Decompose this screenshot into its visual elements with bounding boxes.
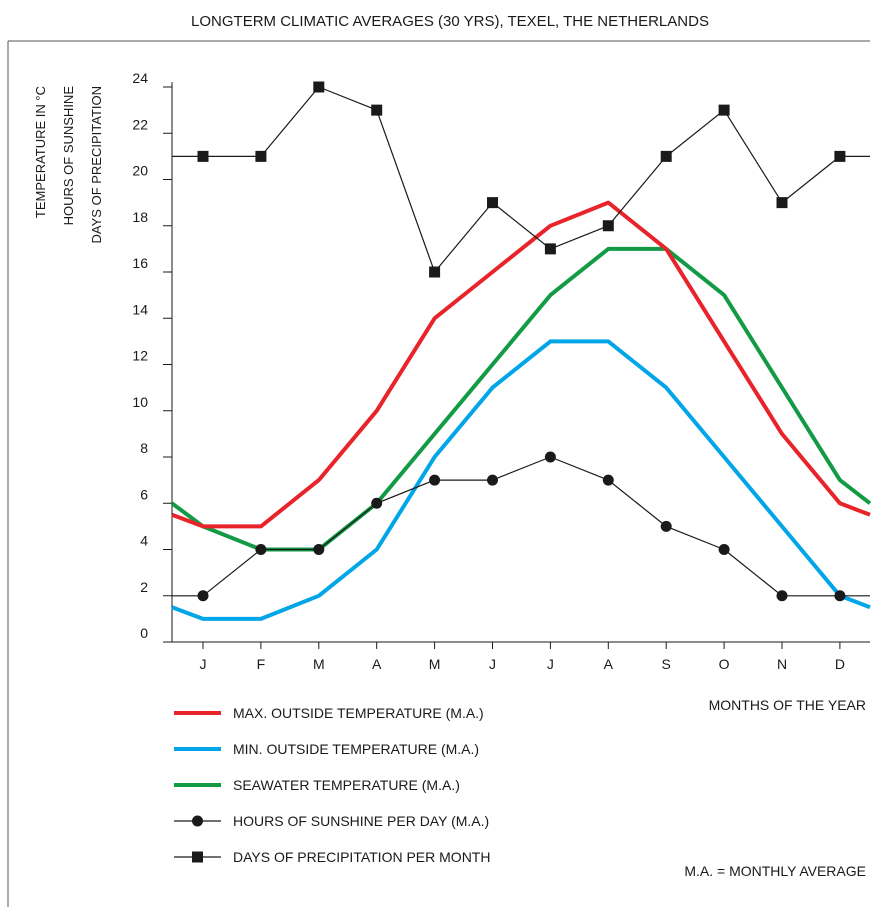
sunshine-point — [602, 474, 614, 486]
y-tick-label: 6 — [140, 486, 148, 502]
precipitation-point — [197, 150, 209, 162]
sunshine-point — [313, 544, 325, 555]
sunshine-point — [776, 590, 788, 602]
y-tick-label: 20 — [132, 163, 148, 179]
series-line-1 — [171, 339, 871, 621]
precipitation-point — [544, 243, 556, 255]
sunshine-point — [429, 474, 441, 486]
precipitation-point — [660, 150, 672, 162]
legend: MAX. OUTSIDE TEMPERATURE (M.A.) MIN. OUTS… — [174, 705, 490, 865]
precipitation-point — [718, 104, 730, 116]
sunshine-point — [197, 590, 209, 602]
y-axis-label-temperature: TEMPERATURE IN °C — [33, 86, 48, 218]
y-tick-label: 8 — [140, 440, 148, 456]
x-tick-label: A — [372, 656, 382, 672]
x-tick-label: J — [200, 656, 207, 672]
precipitation-point — [371, 104, 383, 116]
precipitation-point — [255, 150, 267, 162]
x-tick-label: D — [835, 656, 845, 672]
x-tick-label: J — [489, 656, 496, 672]
precipitation-point — [602, 220, 614, 232]
x-tick-label: M — [313, 656, 325, 672]
sunshine-point — [255, 544, 267, 555]
y-tick-label: 22 — [132, 116, 148, 132]
y-tick-label: 10 — [132, 394, 148, 410]
legend-label-2: SEAWATER TEMPERATURE (M.A.) — [233, 777, 460, 793]
x-axis-label: MONTHS OF THE YEAR — [709, 697, 866, 713]
y-tick-label: 2 — [140, 579, 148, 595]
y-tick-label: 16 — [132, 255, 148, 271]
chart-title: LONGTERM CLIMATIC AVERAGES (30 YRS), TEX… — [191, 13, 709, 30]
legend-marker-square — [192, 851, 203, 863]
x-tick-label: N — [777, 656, 787, 672]
x-tick-label: F — [257, 656, 266, 672]
series-layer — [170, 81, 872, 621]
series-line-4 — [172, 86, 870, 273]
x-tick-label: S — [662, 656, 671, 672]
sunshine-point — [834, 590, 846, 602]
y-tick-label: 0 — [140, 625, 148, 641]
sunshine-point — [660, 520, 672, 532]
x-tick-label: J — [547, 656, 554, 672]
y-tick-label: 24 — [132, 70, 148, 86]
series-line-3 — [172, 456, 870, 597]
legend-label-0: MAX. OUTSIDE TEMPERATURE (M.A.) — [233, 705, 484, 721]
sunshine-point — [487, 474, 498, 486]
y-tick-label: 12 — [132, 348, 148, 364]
y-axis-label-sunshine: HOURS OF SUNSHINE — [61, 86, 76, 226]
precipitation-point — [313, 81, 325, 93]
y-tick-label: 18 — [132, 209, 148, 225]
legend-label-3: HOURS OF SUNSHINE PER DAY (M.A.) — [233, 813, 489, 829]
legend-marker-circle — [192, 815, 203, 827]
monthly-average-note: M.A. = MONTHLY AVERAGE — [684, 863, 866, 879]
legend-label-4: DAYS OF PRECIPITATION PER MONTH — [233, 849, 490, 865]
y-axis-label-precipitation: DAYS OF PRECIPITATION — [89, 86, 104, 243]
x-tick-label: M — [429, 656, 441, 672]
precipitation-point — [487, 197, 498, 209]
y-tick-label: 4 — [140, 533, 148, 549]
x-tick-label: O — [719, 656, 730, 672]
sunshine-point — [544, 451, 556, 463]
precipitation-point — [834, 150, 846, 162]
sunshine-point — [718, 544, 730, 555]
y-tick-label: 14 — [132, 301, 148, 317]
precipitation-point — [429, 266, 441, 278]
x-tick-label: A — [604, 656, 614, 672]
precipitation-point — [776, 197, 788, 209]
legend-label-1: MIN. OUTSIDE TEMPERATURE (M.A.) — [233, 741, 479, 757]
series-line-0 — [171, 200, 871, 529]
sunshine-point — [371, 497, 383, 509]
